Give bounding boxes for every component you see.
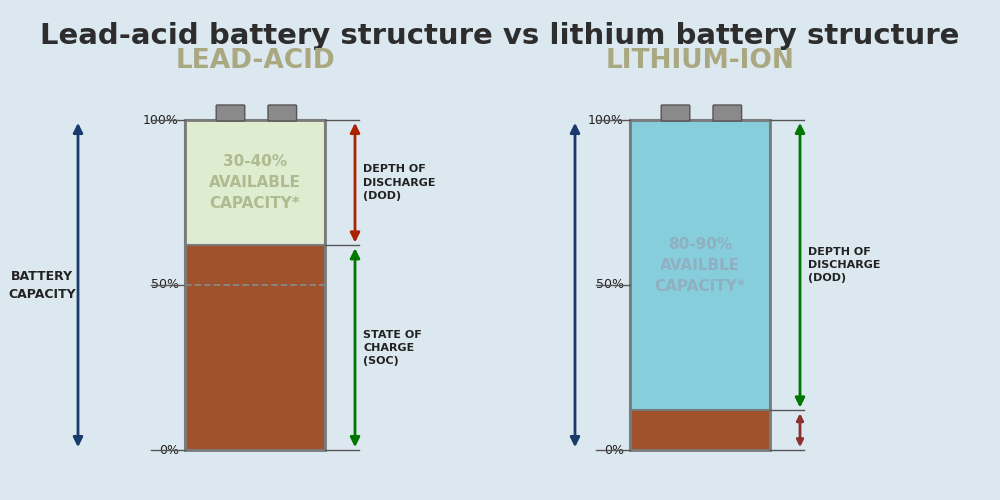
Text: Lead-acid battery structure vs lithium battery structure: Lead-acid battery structure vs lithium b… (40, 22, 960, 50)
Text: 100%: 100% (588, 114, 624, 126)
Bar (630, 120, 770, 450)
Text: 0%: 0% (604, 444, 624, 456)
Text: 50%: 50% (596, 278, 624, 291)
Text: 80-90%
AVAILBLE
CAPACITY*: 80-90% AVAILBLE CAPACITY* (655, 236, 745, 294)
FancyBboxPatch shape (661, 105, 690, 121)
Bar (630, 120, 770, 410)
Text: BATTERY
CAPACITY: BATTERY CAPACITY (8, 270, 76, 300)
Text: 0%: 0% (159, 444, 179, 456)
Text: STATE OF
CHARGE
(SOC): STATE OF CHARGE (SOC) (363, 330, 422, 366)
Bar (185, 120, 325, 450)
Text: 30-40%
AVAILABLE
CAPACITY*: 30-40% AVAILABLE CAPACITY* (209, 154, 301, 211)
Text: 100%: 100% (143, 114, 179, 126)
FancyBboxPatch shape (268, 105, 297, 121)
Bar (185, 246, 325, 450)
Text: LEAD-ACID: LEAD-ACID (175, 48, 335, 74)
Text: LITHIUM-ION: LITHIUM-ION (606, 48, 794, 74)
FancyBboxPatch shape (216, 105, 245, 121)
Text: 50%: 50% (151, 278, 179, 291)
Bar (185, 120, 325, 246)
FancyBboxPatch shape (713, 105, 742, 121)
Text: DEPTH OF
DISCHARGE
(DOD): DEPTH OF DISCHARGE (DOD) (808, 247, 881, 284)
Text: DEPTH OF
DISCHARGE
(DOD): DEPTH OF DISCHARGE (DOD) (363, 164, 436, 201)
Bar (630, 410, 770, 450)
